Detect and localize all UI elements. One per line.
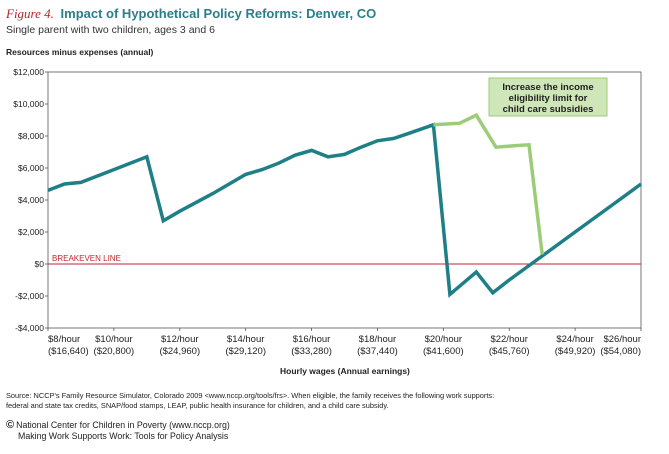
y-tick-label: $4,000: [18, 195, 44, 205]
y-tick-label: $0: [35, 259, 45, 269]
current-policy-line: [47, 122, 643, 298]
x-tick-sublabel: ($24,960): [159, 346, 200, 357]
x-tick-label: $22/hour: [490, 334, 528, 345]
chart-subtitle: Single parent with two children, ages 3 …: [6, 24, 215, 36]
x-tick-label: $12/hour: [161, 334, 199, 345]
x-tick-sublabel: ($20,800): [94, 346, 135, 357]
y-axis-label: Resources minus expenses (annual): [6, 47, 154, 57]
source-line-1: Source: NCCP's Family Resource Simulator…: [6, 391, 495, 400]
x-tick-sublabel: ($49,920): [555, 346, 596, 357]
chart-axes: [45, 71, 642, 331]
y-tick-label: $2,000: [18, 227, 44, 237]
x-tick-sublabel: ($29,120): [225, 346, 266, 357]
source-note: Source: NCCP's Family Resource Simulator…: [6, 391, 662, 411]
reform-policy-line: [433, 112, 544, 255]
title-text: Impact of Hypothetical Policy Reforms: D…: [60, 6, 377, 21]
x-tick-sublabel: ($16,640): [48, 346, 89, 357]
x-tick-label: $20/hour: [425, 334, 463, 345]
line-chart: BREAKEVEN LINE -$4,000 -$2,000 $0 $2,000 $4,…: [13, 67, 643, 357]
y-tick-label: -$4,000: [15, 323, 44, 333]
x-tick-sublabel: ($41,600): [423, 346, 464, 357]
x-tick-label: $14/hour: [227, 334, 265, 345]
x-axis-label: Hourly wages (Annual earnings): [280, 366, 410, 376]
y-tick-label: $8,000: [18, 131, 44, 141]
x-tick-label: $18/hour: [359, 334, 397, 345]
annotation-text: eligibility limit for: [509, 93, 588, 104]
series-group: [47, 112, 643, 298]
x-tick-label: $10/hour: [95, 334, 133, 345]
copyright-symbol: ©: [6, 419, 15, 431]
figure-label: Figure 4.: [6, 6, 54, 21]
source-line-2: federal and state tax credits, SNAP/food…: [6, 401, 389, 410]
annotation-box: [488, 77, 608, 117]
x-tick-sublabel: ($45,760): [489, 346, 530, 357]
x-tick-label: $24/hour: [556, 334, 594, 345]
y-tick-label: $10,000: [13, 99, 44, 109]
credit-block: © National Center for Children in Poverty…: [6, 420, 230, 442]
y-tick-label: $12,000: [13, 67, 44, 77]
breakeven-line-group: BREAKEVEN LINE: [48, 254, 641, 265]
x-tick-label: $26/hour: [603, 334, 641, 345]
y-tick-label: $6,000: [18, 163, 44, 173]
annotation-text: child care subsidies: [503, 104, 594, 115]
credit-line-2: Making Work Supports Work: Tools for Pol…: [18, 431, 229, 441]
x-tick-sublabel: ($37,440): [357, 346, 398, 357]
x-tick-label: $16/hour: [293, 334, 331, 345]
x-tick-sublabel: ($54,080): [600, 346, 641, 357]
tick-labels: -$4,000 -$2,000 $0 $2,000 $4,000 $6,000 $8,000…: [13, 67, 641, 357]
breakeven-label: BREAKEVEN LINE: [52, 254, 121, 263]
annotation-text: Increase the income: [502, 82, 593, 93]
chart-title: Figure 4. Impact of Hypothetical Policy …: [6, 6, 376, 22]
credit-line-1: National Center for Children in Poverty …: [16, 420, 230, 430]
x-tick-sublabel: ($33,280): [291, 346, 332, 357]
y-tick-label: -$2,000: [15, 291, 44, 301]
x-tick-label: $8/hour: [48, 334, 80, 345]
